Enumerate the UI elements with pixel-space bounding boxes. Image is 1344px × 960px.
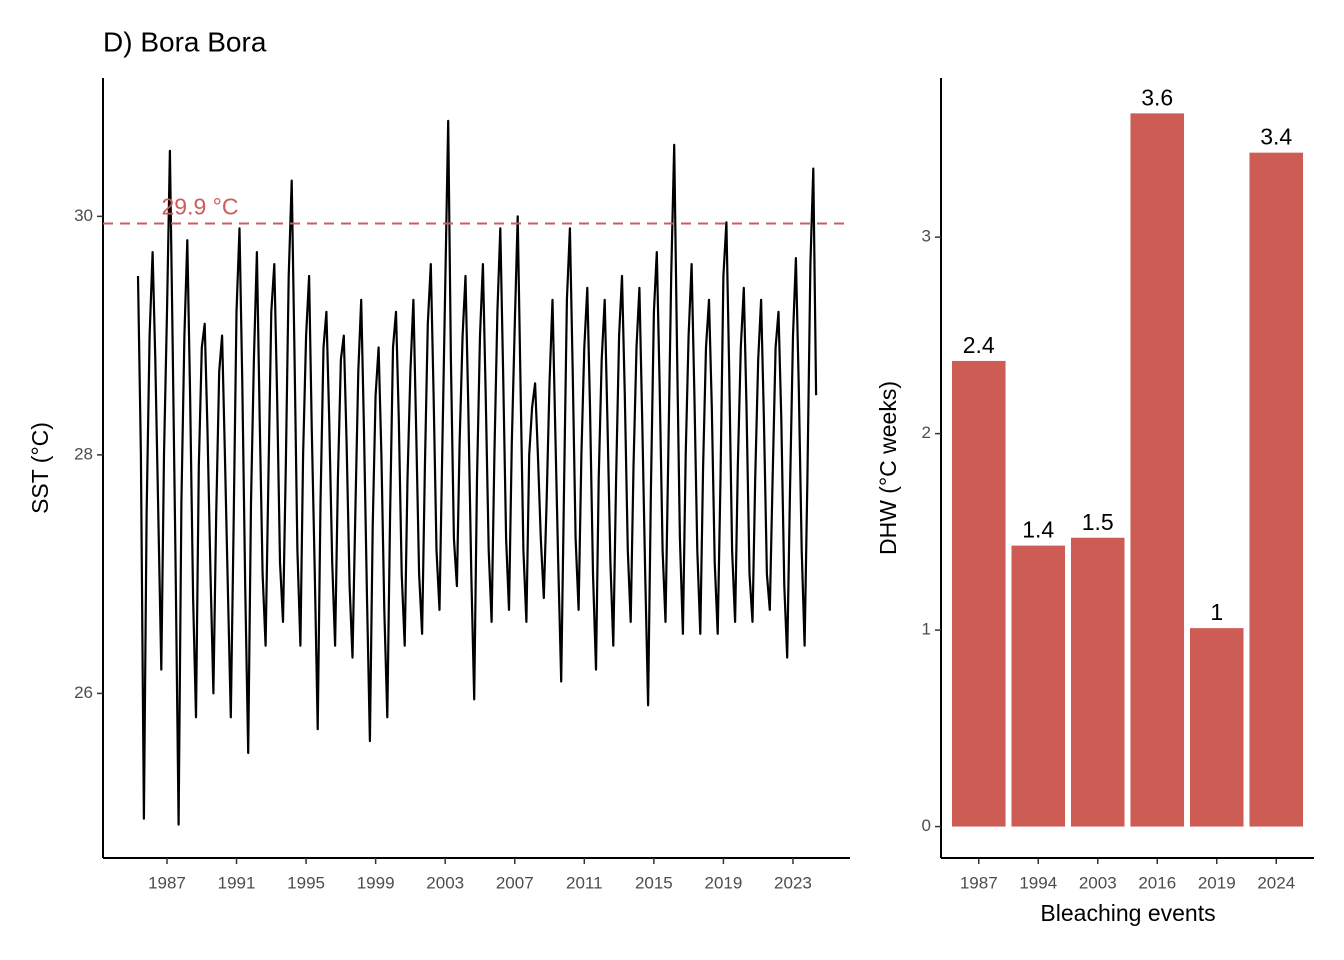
x-tick-label: 1999 [357,873,395,892]
x-tick-label: 2015 [635,873,673,892]
value-label: 1 [1210,599,1223,625]
value-label: 3.4 [1260,124,1292,150]
y-axis-title: SST (°C) [27,422,53,514]
x-tick-label: 1994 [1019,873,1057,892]
x-tick-label: 1991 [218,873,256,892]
x-tick-label: 2024 [1257,873,1295,892]
bar [1189,628,1244,827]
x-axis-title: Bleaching events [1040,900,1215,926]
x-tick-label: 2003 [426,873,464,892]
bar [951,360,1006,827]
bar [1130,113,1185,827]
x-tick-label: 1987 [148,873,186,892]
y-tick-label: 1 [922,620,931,639]
x-tick-label: 2019 [1198,873,1236,892]
chart-title: D) Bora Bora [103,26,267,57]
x-tick-label: 1995 [287,873,325,892]
value-label: 2.4 [963,332,995,358]
bar [1249,152,1304,827]
sst-line [136,119,818,826]
x-tick-label: 2003 [1079,873,1117,892]
y-tick-label: 3 [922,227,931,246]
y-tick-label: 2 [922,423,931,442]
x-tick-label: 2011 [566,873,603,892]
x-tick-label: 2016 [1138,873,1176,892]
bar [1070,537,1125,827]
y-tick-label: 0 [922,816,931,835]
value-label: 1.4 [1022,517,1054,543]
x-tick-label: 2019 [704,873,742,892]
x-tick-label: 2023 [774,873,812,892]
y-tick-label: 26 [74,683,93,702]
value-label: 3.6 [1141,84,1173,110]
y-tick-label: 30 [74,206,93,225]
x-tick-label: 2007 [496,873,534,892]
y-tick-label: 28 [74,444,93,463]
x-tick-label: 1987 [960,873,998,892]
value-label: 1.5 [1082,509,1114,535]
bar [1011,545,1066,827]
threshold-label: 29.9 °C [162,194,239,220]
y-axis-title: DHW (°C weeks) [875,381,901,555]
